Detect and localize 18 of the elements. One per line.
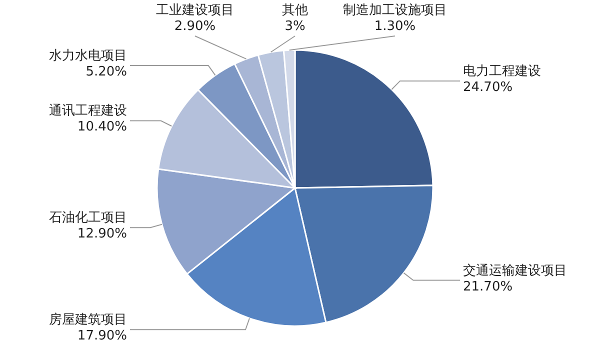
slice-label: 石油化工项目 — [49, 210, 127, 226]
slice-label: 水力水电项目 — [49, 48, 127, 64]
data-label: 3% — [284, 19, 306, 34]
slice-label: 交通运输建设项目 — [463, 262, 567, 278]
slice-label: 制造加工设施项目 — [343, 3, 447, 18]
data-label: 21.70% — [463, 279, 513, 294]
data-label: 1.30% — [374, 19, 416, 34]
data-label: 17.90% — [77, 328, 127, 344]
data-label: 12.90% — [77, 226, 127, 242]
slice-label: 房屋建筑项目 — [49, 312, 127, 328]
data-label: 2.90% — [174, 19, 216, 34]
slice-label: 其他 — [282, 3, 308, 18]
slice-label: 工业建设项目 — [156, 3, 234, 18]
slice-label: 通讯工程建设 — [49, 104, 127, 119]
data-label: 10.40% — [77, 120, 127, 135]
data-label: 5.20% — [86, 64, 127, 80]
data-label: 24.70% — [463, 80, 513, 95]
slice-label: 电力工程建设 — [463, 64, 541, 79]
